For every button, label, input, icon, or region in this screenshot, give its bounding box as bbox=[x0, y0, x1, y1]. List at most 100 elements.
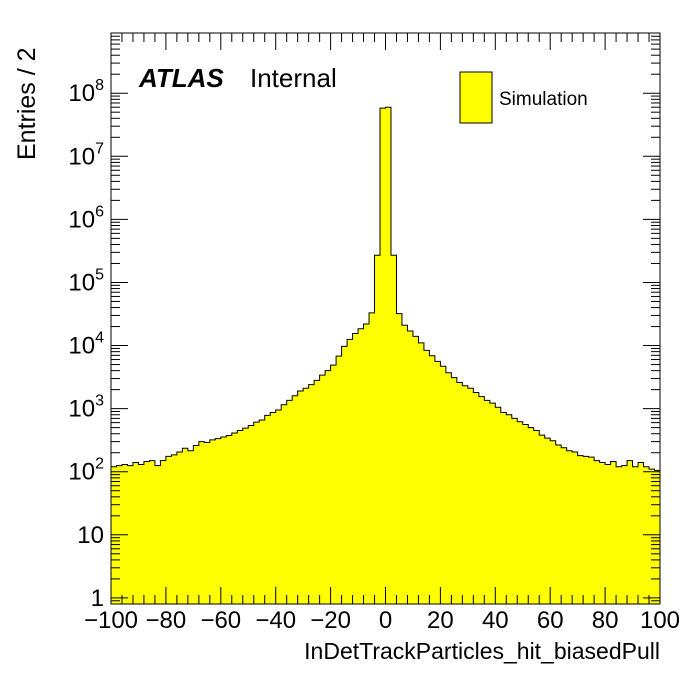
histogram-bin bbox=[550, 440, 557, 604]
histogram-bin bbox=[528, 427, 535, 604]
y-axis-ticks bbox=[111, 32, 660, 605]
histogram-bin bbox=[621, 465, 628, 604]
y-tick-label: 107 bbox=[68, 140, 104, 170]
histogram-bin bbox=[358, 328, 364, 604]
histogram-bin bbox=[632, 466, 639, 604]
histogram-bin bbox=[588, 457, 595, 604]
histogram-layer bbox=[110, 106, 661, 604]
y-tick-label: 108 bbox=[68, 77, 104, 107]
histogram-bin bbox=[396, 313, 403, 604]
histogram-bin bbox=[522, 424, 529, 604]
histogram-bin bbox=[319, 375, 326, 604]
histogram-bin bbox=[297, 391, 304, 604]
histogram-bins bbox=[111, 107, 661, 604]
histogram-bin bbox=[627, 460, 633, 604]
x-tick-label: 40 bbox=[482, 607, 509, 634]
histogram-bin bbox=[451, 377, 458, 604]
histogram-bin bbox=[495, 407, 502, 604]
histogram-bin bbox=[566, 450, 573, 604]
histogram-bin bbox=[572, 452, 579, 604]
histogram-bin bbox=[193, 445, 200, 604]
histogram-bin bbox=[171, 454, 178, 604]
histogram-bin bbox=[292, 395, 299, 604]
histogram-bin bbox=[176, 452, 183, 604]
x-tick-label: 60 bbox=[537, 607, 564, 634]
histogram-bin bbox=[544, 438, 551, 604]
atlas-label: ATLAS bbox=[138, 63, 224, 93]
legend: Simulation bbox=[459, 71, 588, 124]
y-tick-label: 10 bbox=[77, 522, 104, 549]
x-tick-label: −20 bbox=[310, 607, 351, 634]
histogram-bin bbox=[248, 425, 255, 604]
histogram-bin bbox=[253, 422, 260, 604]
histogram-bin bbox=[352, 333, 359, 604]
x-tick-label: 20 bbox=[427, 607, 454, 634]
histogram-bin bbox=[111, 466, 117, 604]
histogram-bin bbox=[138, 464, 145, 604]
histogram-bin bbox=[533, 430, 540, 604]
histogram-bin bbox=[308, 384, 315, 604]
x-tick-label: 80 bbox=[592, 607, 619, 634]
histogram-bin bbox=[599, 462, 606, 604]
histogram-bin bbox=[270, 412, 277, 604]
histogram-bin bbox=[500, 412, 507, 604]
histogram-bin bbox=[429, 355, 436, 604]
histogram-bin bbox=[259, 420, 266, 604]
histogram-bin bbox=[237, 430, 244, 604]
histogram-outline bbox=[110, 106, 661, 604]
histogram-bin bbox=[198, 441, 205, 604]
histogram-bin bbox=[445, 372, 452, 604]
histogram-bin bbox=[121, 464, 128, 604]
histogram-bin bbox=[594, 460, 601, 604]
x-axis-title: InDetTrackParticles_hit_biasedPull bbox=[304, 638, 660, 664]
histogram-bin bbox=[539, 435, 546, 604]
histogram-bin bbox=[242, 428, 249, 604]
histogram-bin bbox=[390, 255, 397, 604]
histogram-bin bbox=[286, 400, 293, 604]
histogram-bin bbox=[467, 388, 474, 604]
histogram-bin bbox=[484, 400, 491, 604]
histogram-bin bbox=[385, 107, 392, 604]
histogram-bin bbox=[336, 356, 342, 604]
histogram-bin bbox=[478, 396, 485, 604]
x-axis-tick-labels: −100 −80 −60 −40 −20 0 20 40 60 80 100 bbox=[84, 607, 680, 634]
y-tick-label: 106 bbox=[68, 203, 104, 233]
histogram-bin bbox=[127, 465, 134, 604]
histogram-bin bbox=[149, 460, 156, 604]
histogram-bin bbox=[226, 435, 233, 604]
histogram-bin bbox=[374, 255, 381, 604]
histogram-bin bbox=[616, 466, 622, 604]
y-tick-label: 102 bbox=[68, 456, 104, 486]
histogram-bin bbox=[649, 469, 655, 604]
histogram-bin bbox=[407, 331, 414, 604]
y-tick-label: 105 bbox=[68, 266, 104, 296]
histogram-bin bbox=[347, 339, 353, 604]
histogram-bin bbox=[605, 464, 611, 604]
histogram-bin bbox=[434, 361, 441, 604]
internal-label: Internal bbox=[250, 63, 337, 93]
histogram-bin bbox=[209, 439, 216, 604]
x-tick-label: 0 bbox=[379, 607, 392, 634]
histogram-bin bbox=[182, 448, 189, 604]
histogram-bin bbox=[401, 325, 408, 604]
histogram-bin bbox=[231, 433, 238, 604]
histogram-bin bbox=[314, 380, 321, 604]
histogram-bin bbox=[303, 388, 310, 604]
legend-swatch bbox=[459, 71, 493, 124]
histogram-bin bbox=[330, 365, 337, 604]
histogram-bin bbox=[204, 442, 211, 604]
x-tick-label: −40 bbox=[255, 607, 296, 634]
histogram-bin bbox=[275, 410, 282, 604]
histogram-bin bbox=[423, 350, 430, 604]
y-tick-label: 104 bbox=[68, 330, 104, 360]
histogram-bin bbox=[517, 421, 524, 604]
histogram-bin bbox=[341, 346, 348, 604]
histogram-bin bbox=[165, 456, 172, 604]
histogram-bin bbox=[643, 466, 650, 604]
y-tick-label: 1 bbox=[91, 585, 104, 612]
legend-label-simulation: Simulation bbox=[499, 89, 588, 110]
histogram-bin bbox=[489, 403, 496, 604]
histogram-bin bbox=[154, 465, 161, 604]
